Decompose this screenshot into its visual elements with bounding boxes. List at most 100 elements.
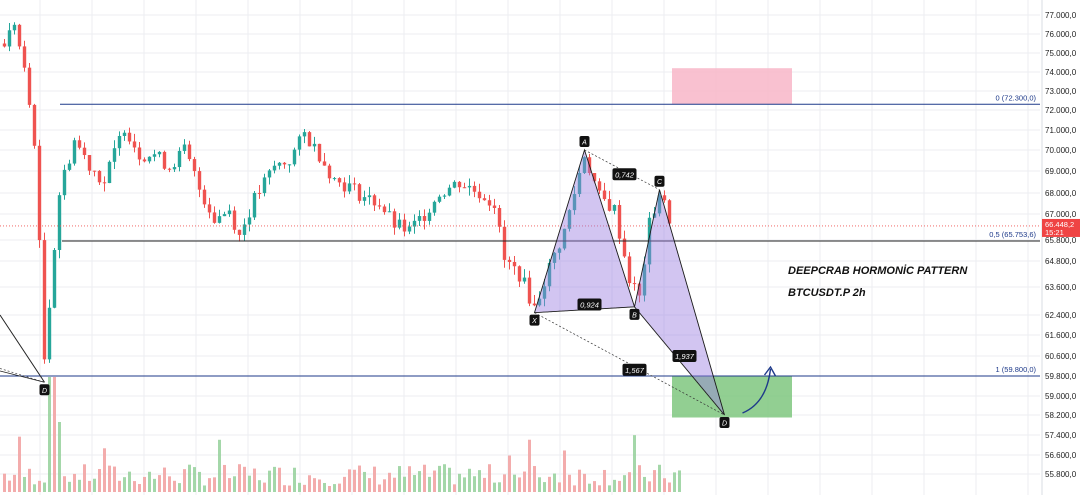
bullish-arrow	[742, 368, 772, 414]
candle-body	[442, 195, 447, 197]
candle-body	[52, 250, 57, 308]
candle-body	[72, 140, 77, 164]
candle-body	[67, 163, 72, 170]
candle-body	[192, 159, 197, 172]
ratio-badge-bg	[622, 363, 647, 376]
volume-bar	[508, 455, 511, 492]
candle-body	[42, 240, 47, 360]
candle-body	[337, 178, 342, 183]
fib-level-label: 1 (59.800,0)	[996, 365, 1037, 374]
candle-body	[32, 104, 37, 146]
volume-bar	[653, 470, 656, 492]
volume-bar	[183, 469, 186, 492]
candle-body	[437, 196, 442, 202]
volume-bar	[388, 472, 391, 492]
price-tick-label: 74.000,0	[1045, 68, 1077, 77]
volume-bar	[258, 480, 261, 492]
candle-body	[417, 216, 422, 221]
volume-bar	[478, 470, 481, 492]
volume-bar	[248, 475, 251, 492]
pattern-ratio-line	[634, 306, 725, 416]
candles	[2, 22, 672, 364]
candle-body	[617, 205, 622, 239]
candle-body	[172, 167, 177, 170]
volume-bar	[608, 485, 611, 492]
fib-level-label: 0 (72.300,0)	[996, 93, 1037, 102]
volume-bar	[308, 475, 311, 492]
volume-bar	[103, 448, 106, 492]
volume-bar	[503, 474, 506, 492]
ratio-badge: 1,937	[672, 350, 697, 362]
ratio-badge: 0,742	[612, 168, 637, 181]
volume-bar	[453, 484, 456, 492]
candle-body	[292, 149, 297, 165]
candle-body	[472, 185, 477, 192]
volume-bar	[488, 464, 491, 492]
pattern-point-d: D	[39, 384, 50, 396]
pattern-point-c: C	[654, 175, 665, 187]
pattern-point-d: D	[719, 417, 730, 428]
price-tick-label: 56.600,0	[1045, 451, 1077, 460]
candle-body	[612, 205, 617, 211]
candle-body	[247, 217, 252, 225]
volume-bar	[243, 466, 246, 492]
candle-body	[512, 261, 517, 267]
volume-bar	[578, 469, 581, 492]
candle-body	[57, 195, 62, 251]
current-price-countdown: 15:21	[1045, 228, 1064, 237]
ratio-badge-bg	[672, 350, 697, 362]
candle-body	[27, 67, 32, 105]
volume-bar	[668, 482, 671, 492]
volume-bar	[218, 439, 221, 492]
price-tick-label: 64.800,0	[1045, 257, 1077, 266]
volume-bar	[483, 477, 486, 492]
volume-bar	[348, 469, 351, 492]
candle-body	[542, 286, 547, 299]
volume-bar	[273, 466, 276, 492]
volume-bar	[663, 478, 666, 492]
candle-body	[202, 189, 207, 205]
pattern-point-badge	[719, 417, 730, 428]
pattern-point-badge	[39, 384, 50, 396]
candle-body	[572, 194, 577, 211]
volume-bar	[438, 465, 441, 492]
volume-bar	[358, 465, 361, 492]
volume-bar	[553, 473, 556, 492]
current-price-value: 66.448,2	[1045, 220, 1074, 229]
volume-bar	[93, 478, 96, 492]
volume-bar	[603, 469, 606, 492]
price-tick-label: 69.000,0	[1045, 167, 1077, 176]
candle-body	[522, 277, 527, 282]
candle-body	[552, 252, 557, 263]
volume-bar	[238, 464, 241, 492]
candle-body	[227, 210, 232, 215]
volume-bar	[378, 484, 381, 492]
pattern-point-badge	[629, 308, 640, 320]
candle-body	[632, 283, 637, 285]
volume-bar	[188, 464, 191, 492]
volume-bar	[623, 475, 626, 492]
candle-body	[92, 170, 97, 172]
volume-bar	[328, 485, 331, 492]
current-price-tag	[1042, 218, 1080, 237]
volume-bar	[468, 468, 471, 492]
volume-bar	[23, 476, 26, 492]
candle-body	[237, 229, 242, 235]
volume-bar	[128, 471, 131, 492]
candle-body	[252, 192, 257, 218]
volume-bar	[448, 467, 451, 492]
candle-body	[527, 277, 532, 304]
pattern-point-badge	[654, 175, 665, 187]
volume-bar	[473, 476, 476, 492]
candle-body	[357, 184, 362, 201]
candle-body	[377, 205, 382, 207]
candle-body	[667, 200, 672, 224]
candle-body	[332, 178, 337, 180]
candle-body	[412, 220, 417, 227]
pattern-point-a: A	[579, 136, 590, 147]
volume-bar	[88, 480, 91, 492]
candle-body	[257, 192, 262, 194]
candle-body	[297, 136, 302, 150]
